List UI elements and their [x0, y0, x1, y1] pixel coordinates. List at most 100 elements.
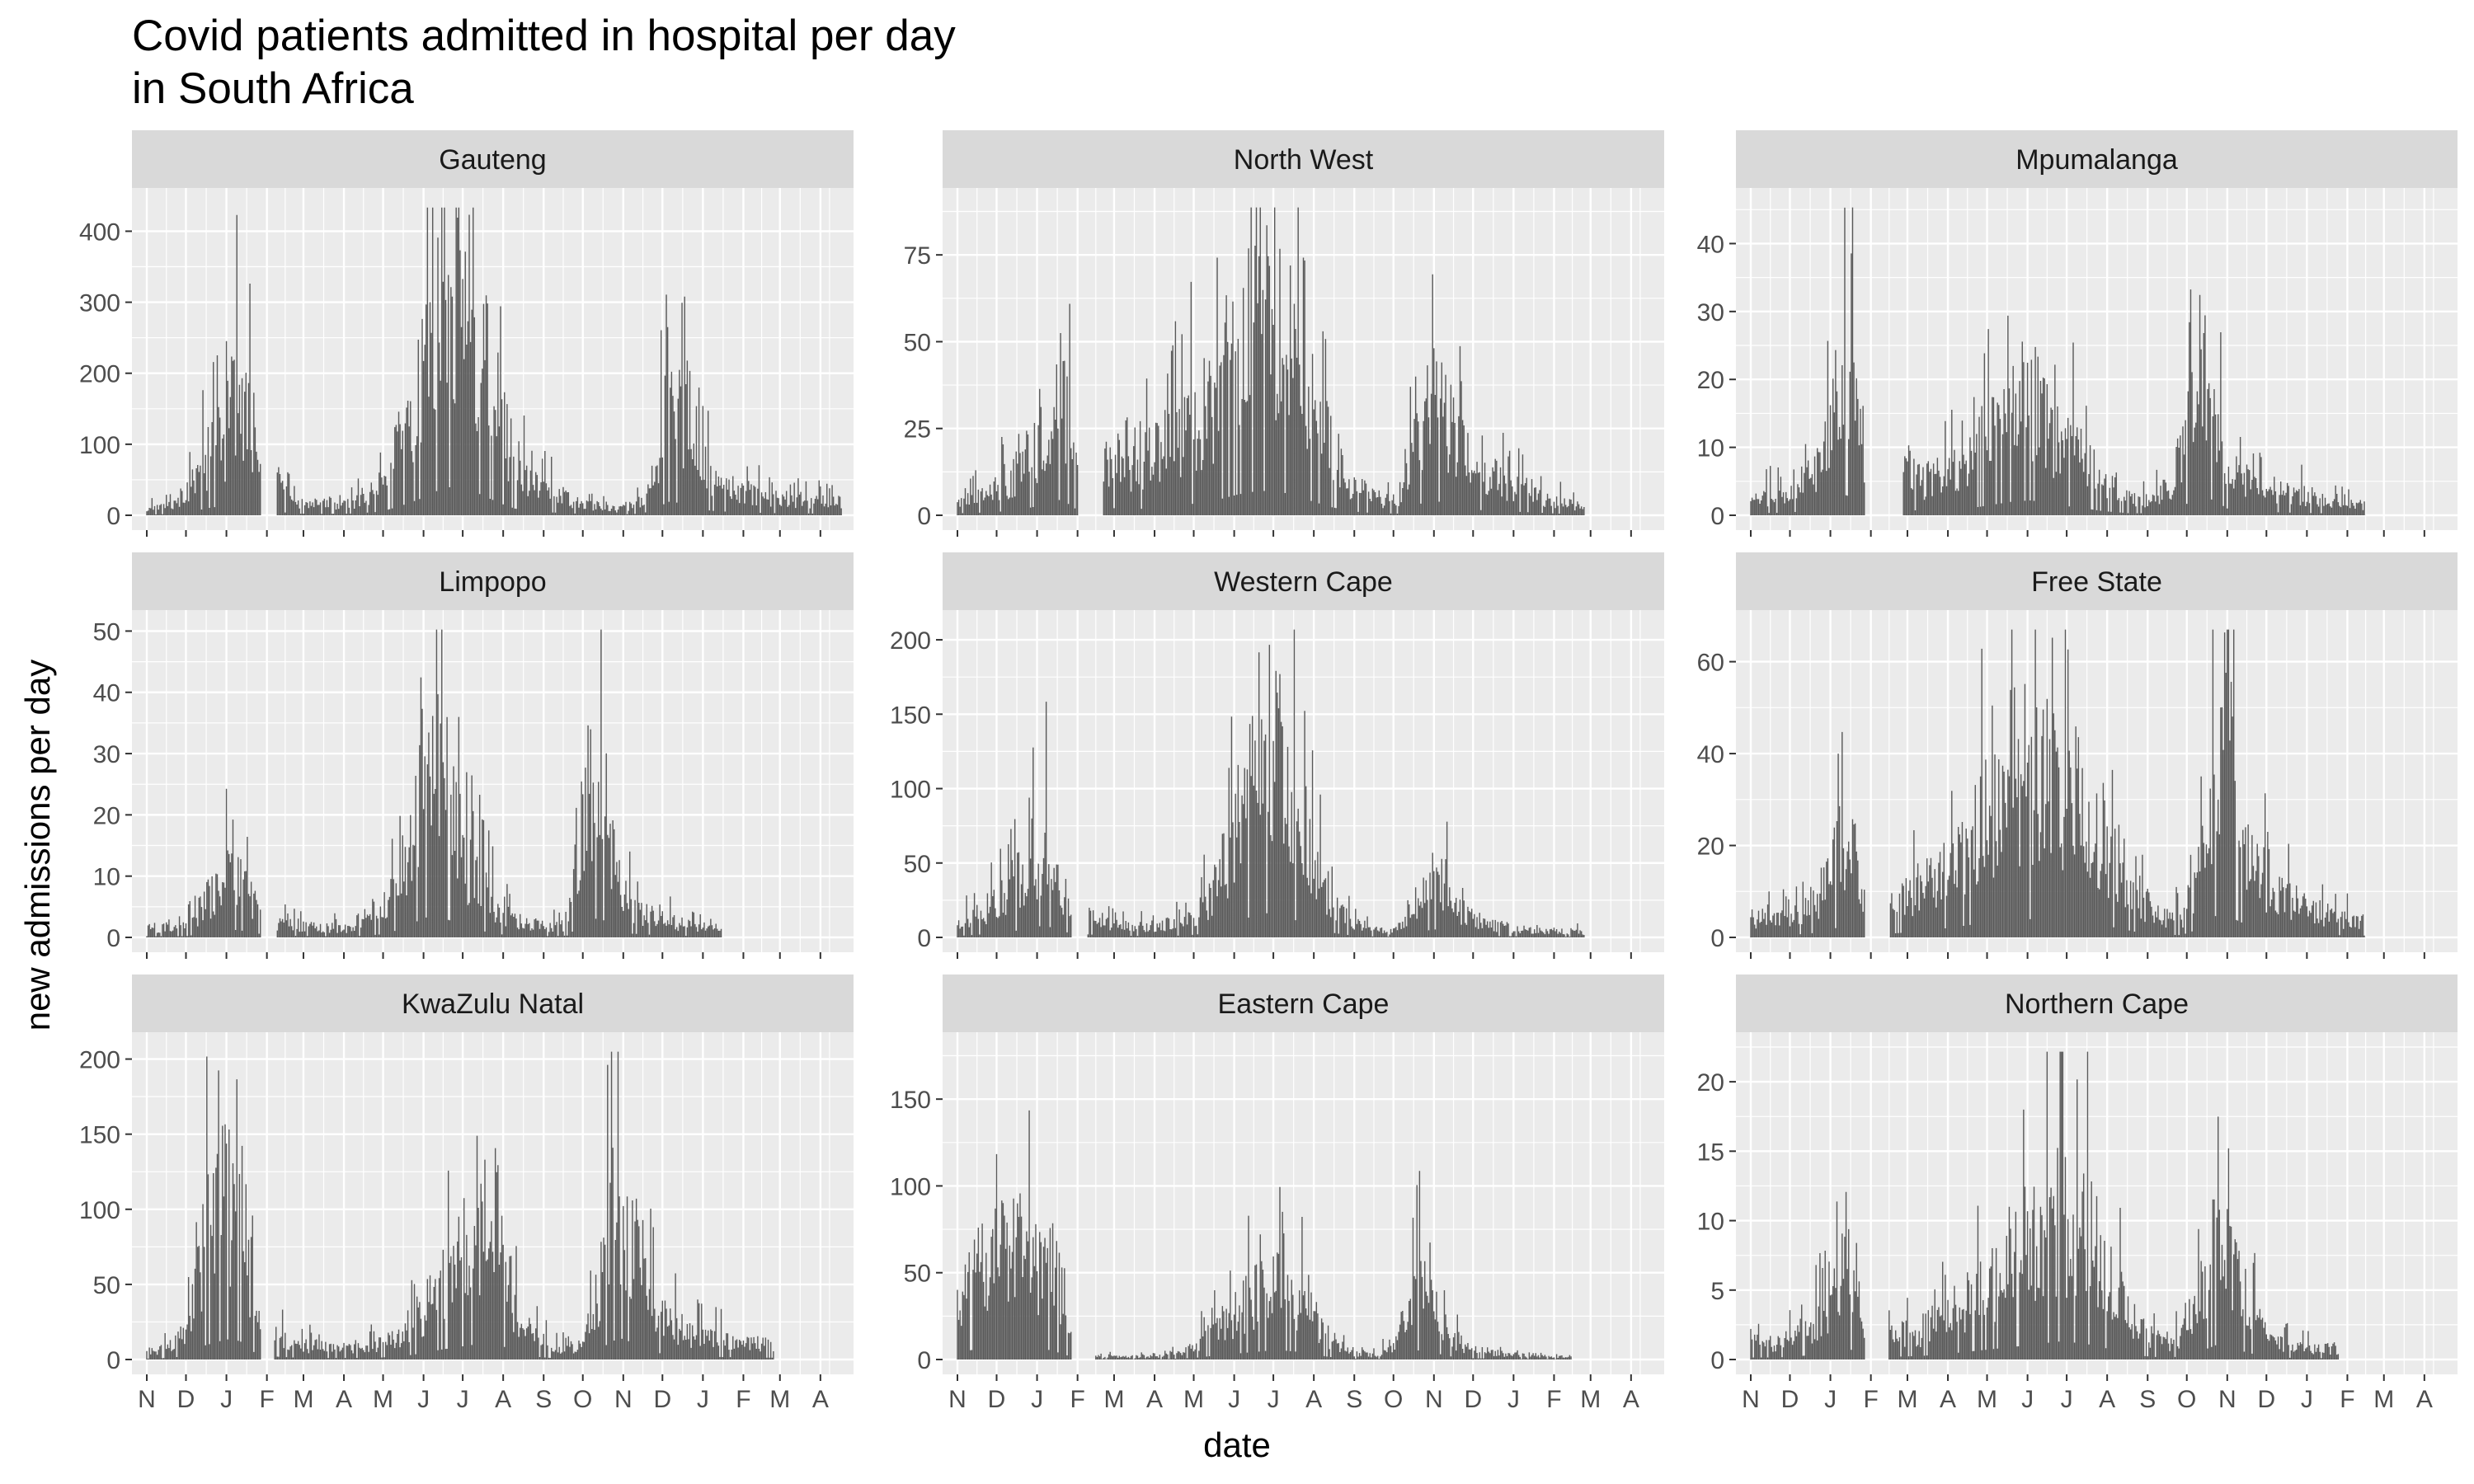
bar-series: [957, 1110, 1572, 1360]
x-tick-label: D: [1464, 1386, 1482, 1413]
x-tick-label: O: [573, 1386, 592, 1413]
y-tick-label: 150: [79, 1122, 120, 1149]
x-tick-label: A: [495, 1386, 511, 1413]
y-tick-label: 20: [1697, 1069, 1724, 1097]
facet-strip-label: Eastern Cape: [1218, 989, 1390, 1020]
y-tick-label: 100: [79, 432, 120, 459]
bar-series: [146, 207, 842, 515]
facet-strip-label: Northern Cape: [2005, 989, 2189, 1020]
bar-series: [1750, 1051, 2340, 1360]
facet-strip: [132, 552, 854, 610]
x-tick-label: M: [2373, 1386, 2394, 1413]
x-tick-label: D: [1781, 1386, 1799, 1413]
bar-series: [146, 629, 722, 937]
facet-strip: [1736, 974, 2458, 1032]
y-tick-label: 50: [93, 1272, 120, 1299]
x-tick-label: S: [535, 1386, 552, 1413]
facet-strip-label: Western Cape: [1214, 566, 1393, 598]
x-tick-label: J: [1268, 1386, 1280, 1413]
facet-western-cape: Western Cape 0 50 100 150 200: [890, 552, 1664, 959]
facet-mpumalanga: Mpumalanga 0 10 20 30 40: [1697, 130, 2458, 537]
chart-title: Covid patients admitted in hospital per …: [132, 12, 956, 113]
plot-panel: [1736, 188, 2458, 530]
x-tick-label: J: [2301, 1386, 2313, 1413]
y-tick-label: 400: [79, 218, 120, 246]
y-tick-label: 0: [106, 925, 120, 952]
y-tick-label: 10: [93, 864, 120, 891]
x-tick-label: N: [948, 1386, 967, 1413]
x-tick-label: N: [2218, 1386, 2236, 1413]
x-tick-label: M: [1580, 1386, 1601, 1413]
y-tick-label: 40: [1697, 231, 1724, 258]
bar-series: [957, 629, 1585, 937]
x-tick-label: N: [138, 1386, 156, 1413]
y-tick-label: 10: [1697, 1209, 1724, 1236]
y-tick-label: 150: [890, 1087, 931, 1114]
x-tick-label: J: [220, 1386, 233, 1413]
x-tick-label: J: [417, 1386, 430, 1413]
facet-gauteng: Gauteng 0 100 200 300 400: [79, 130, 854, 537]
x-tick-label: A: [336, 1386, 352, 1413]
x-tick-label: D: [653, 1386, 671, 1413]
facet-strip-label: Free State: [2031, 566, 2162, 598]
y-tick-label: 30: [1697, 299, 1724, 326]
x-tick-label: M: [293, 1386, 313, 1413]
x-tick-label: F: [1863, 1386, 1878, 1413]
x-tick-label: F: [1546, 1386, 1561, 1413]
x-tick-label: J: [457, 1386, 469, 1413]
x-tick-label: O: [1384, 1386, 1403, 1413]
y-tick-label: 20: [1697, 834, 1724, 861]
x-tick-label: D: [2257, 1386, 2275, 1413]
bar-series: [1750, 207, 2365, 515]
x-tick-label: O: [2177, 1386, 2196, 1413]
y-tick-label: 0: [917, 503, 931, 530]
facet-strip: [943, 552, 1664, 610]
x-tick-label: F: [2340, 1386, 2354, 1413]
y-tick-label: 5: [1710, 1278, 1724, 1305]
y-tick-label: 200: [79, 1047, 120, 1074]
y-tick-label: 15: [1697, 1139, 1724, 1166]
facet-strip: [943, 130, 1664, 188]
x-tick-label: A: [1623, 1386, 1639, 1413]
facet-north-west: North West 0 25 50 75: [904, 130, 1664, 537]
facet-limpopo: Limpopo 0 10 20 30 40 50: [93, 552, 854, 959]
x-tick-label: M: [1897, 1386, 1917, 1413]
facet-strip: [1736, 130, 2458, 188]
x-tick-label: S: [2139, 1386, 2156, 1413]
y-tick-label: 300: [79, 290, 120, 317]
y-tick-label: 30: [93, 741, 120, 768]
x-tick-label: J: [2061, 1386, 2073, 1413]
y-tick-label: 0: [917, 1347, 931, 1374]
bar-series: [146, 1051, 774, 1360]
x-tick-label: M: [769, 1386, 790, 1413]
x-tick-label: J: [1824, 1386, 1837, 1413]
x-tick-label: J: [1228, 1386, 1240, 1413]
y-tick-label: 200: [79, 361, 120, 388]
x-tick-label: F: [1070, 1386, 1084, 1413]
facet-strip-label: KwaZulu Natal: [402, 989, 584, 1020]
y-tick-label: 50: [93, 618, 120, 646]
facet-strip: [943, 974, 1664, 1032]
facet-strip: [132, 130, 854, 188]
y-tick-label: 200: [890, 627, 931, 655]
facet-strip-label: North West: [1234, 144, 1374, 176]
y-tick-label: 20: [93, 802, 120, 829]
facet-strip-label: Limpopo: [439, 566, 546, 598]
x-tick-label: M: [1977, 1386, 1997, 1413]
y-tick-label: 150: [890, 702, 931, 729]
y-tick-label: 50: [904, 851, 931, 878]
facet-strip: [132, 974, 854, 1032]
y-tick-label: 75: [904, 242, 931, 270]
y-tick-label: 20: [1697, 367, 1724, 394]
x-tick-label: D: [988, 1386, 1006, 1413]
x-tick-label: S: [1346, 1386, 1362, 1413]
x-tick-label: M: [373, 1386, 393, 1413]
x-tick-label: J: [1507, 1386, 1520, 1413]
x-tick-label: A: [1146, 1386, 1163, 1413]
y-tick-label: 25: [904, 416, 931, 444]
x-tick-label: M: [1183, 1386, 1204, 1413]
